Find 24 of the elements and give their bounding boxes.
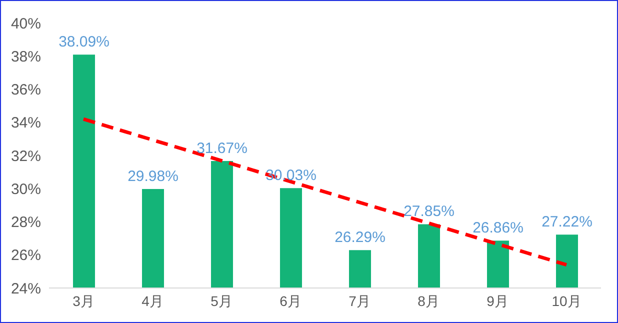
data-label: 27.85% xyxy=(404,203,454,220)
y-tick-label: 36% xyxy=(10,82,41,99)
x-tick-label: 10月 xyxy=(552,292,582,309)
x-tick-label: 9月 xyxy=(486,292,508,309)
data-label: 38.09% xyxy=(58,34,110,51)
x-tick-label: 6月 xyxy=(280,292,302,309)
data-label: 31.67% xyxy=(196,140,248,157)
x-tick-label: 4月 xyxy=(142,292,164,309)
y-tick-label: 38% xyxy=(10,48,41,66)
x-tick-label: 7月 xyxy=(348,292,370,309)
data-label: 27.22% xyxy=(542,214,592,231)
y-tick-label: 30% xyxy=(10,180,41,198)
y-tick-label: 28% xyxy=(10,214,41,232)
y-tick-label: 24% xyxy=(10,280,41,298)
y-tick-label: 40% xyxy=(10,15,41,32)
y-tick-label: 34% xyxy=(10,114,41,132)
data-label: 29.98% xyxy=(128,168,178,185)
y-tick-label: 26% xyxy=(10,247,41,264)
data-label: 26.29% xyxy=(334,229,386,246)
data-label: 26.86% xyxy=(472,220,524,237)
x-tick-label: 5月 xyxy=(210,292,232,309)
x-tick-label: 3月 xyxy=(72,292,94,309)
y-tick-label: 32% xyxy=(10,148,41,165)
x-tick-label: 8月 xyxy=(418,292,440,309)
